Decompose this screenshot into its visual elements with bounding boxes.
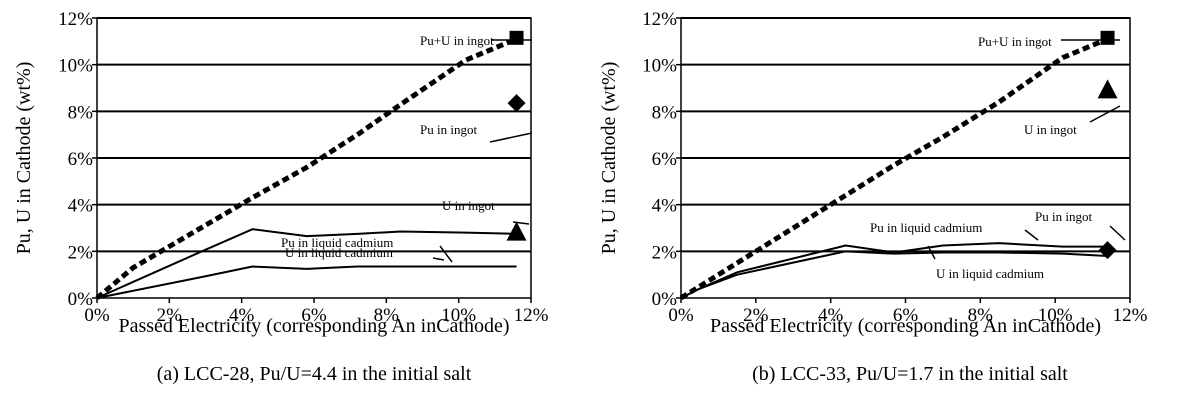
y-tick-label: 6%: [68, 149, 94, 170]
chart-panel-b: 0% 2% 4% 6% 8% 10% 12% 0% 2% 4% 6% 8% 10% 12% Passed E…: [598, 9, 1148, 385]
y-tick-label: 8%: [68, 102, 94, 123]
y-tick-label: 10%: [642, 56, 677, 77]
x-axis-label: Passed Electricity (corresponding An inC…: [710, 315, 1101, 337]
annotation-label: U in ingot: [1024, 122, 1077, 137]
x-tick-label: 2%: [743, 305, 769, 326]
y-tick-label: 10%: [58, 56, 93, 77]
x-axis-label: Passed Electricity (corresponding An inC…: [118, 315, 509, 337]
annotation-leader: [1109, 225, 1126, 241]
x-tick-label: 2%: [157, 305, 183, 326]
x-tick-label: 0%: [668, 305, 694, 326]
y-tick-label: 12%: [58, 9, 93, 30]
x-tick-label: 6%: [301, 305, 327, 326]
y-axis-label: Pu, U in Cathode (wt%): [598, 62, 620, 255]
marker-pu-u-in-ingot: [1100, 30, 1115, 45]
annotation-label: Pu+U in ingot: [978, 34, 1052, 49]
y-axis-label: Pu, U in Cathode (wt%): [13, 62, 35, 255]
annotation-leader: [512, 221, 530, 225]
y-tick-label: 6%: [652, 149, 678, 170]
x-tick-label: 10%: [1038, 305, 1073, 326]
annotation-leader: [432, 257, 445, 261]
y-tick-label: 0%: [68, 289, 94, 310]
marker-u-in-ingot: [1097, 79, 1118, 99]
marker-pu-u-in-ingot: [509, 30, 524, 45]
series-line-pu-u-in-ingot: [95, 36, 518, 300]
series-line-pu-in-liquid-cadmium: [96, 228, 517, 299]
chart-caption: (b) LCC-33, Pu/U=1.7 in the initial salt: [752, 363, 1068, 385]
annotation-label: U in ingot: [442, 198, 495, 213]
annotation-leader: [489, 132, 533, 143]
chart-panel-a: 0%2%4%6%8%10%12%0% 2% 4% 6% 8% 10% 12%Passed E…: [13, 9, 549, 385]
annotation-label: Pu in ingot: [1035, 209, 1092, 224]
x-tick-label: 12%: [514, 305, 549, 326]
y-tick-label: 12%: [642, 9, 677, 30]
y-tick-label: 2%: [68, 242, 94, 263]
series-line-pu-u-in-ingot: [679, 36, 1109, 301]
x-tick-label: 4%: [229, 305, 255, 326]
marker-u-in-ingot: [506, 221, 527, 241]
annotation-label: Pu in ingot: [420, 122, 477, 137]
y-tick-label: 0%: [652, 289, 678, 310]
x-tick-label: 0%: [84, 305, 110, 326]
chart-caption: (a) LCC-28, Pu/U=4.4 in the initial salt: [157, 363, 472, 385]
y-tick-label: 4%: [68, 196, 94, 217]
x-tick-label: 4%: [818, 305, 844, 326]
y-tick-label: 8%: [652, 102, 678, 123]
annotation-leader: [439, 245, 453, 263]
y-tick-label: 4%: [652, 196, 678, 217]
annotation-leader: [927, 245, 936, 260]
series-line-u-in-liquid-cadmium: [680, 250, 1108, 299]
annotation-leader: [1089, 105, 1121, 123]
y-tick-label: 2%: [652, 242, 678, 263]
marker-pu-in-ingot: [507, 94, 526, 113]
annotation-label: Pu in liquid cadmium: [281, 235, 393, 250]
x-tick-label: 8%: [374, 305, 400, 326]
series-line-u-in-liquid-cadmium: [96, 265, 517, 299]
annotation-label: U in liquid cadmium: [285, 245, 393, 260]
annotation-label: U in liquid cadmium: [936, 266, 1044, 281]
annotation-label: Pu in liquid cadmium: [870, 220, 982, 235]
x-tick-label: 12%: [1113, 305, 1148, 326]
x-tick-label: 10%: [441, 305, 476, 326]
x-tick-label: 6%: [893, 305, 919, 326]
annotation-leader: [1024, 229, 1039, 241]
marker-pu-in-ingot: [1098, 241, 1117, 260]
x-tick-label: 8%: [968, 305, 994, 326]
annotation-label: Pu+U in ingot: [420, 33, 494, 48]
